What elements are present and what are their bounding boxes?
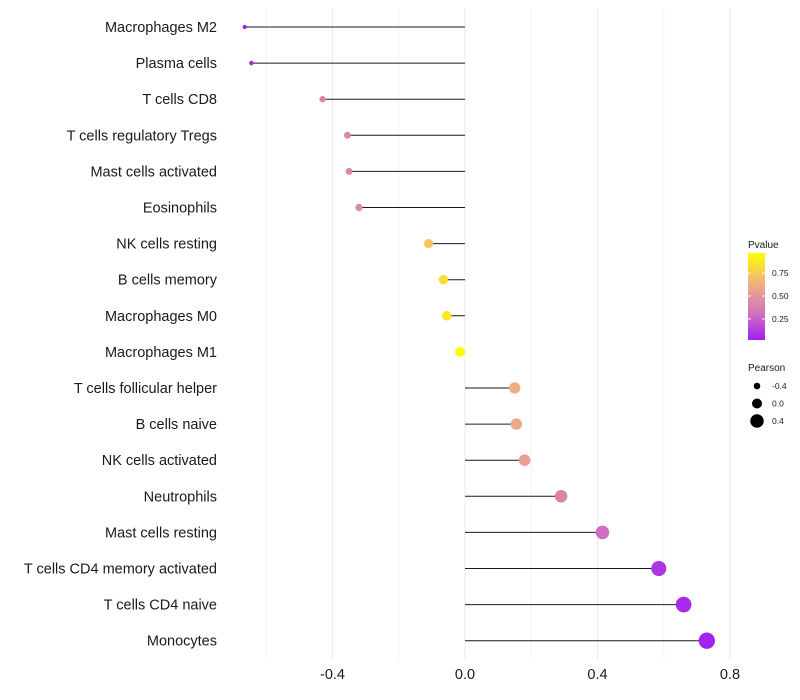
- data-point: [455, 346, 465, 357]
- stems: [244, 26, 707, 642]
- x-axis-ticks: -0.4 0.0 0.4 0.8: [320, 667, 740, 683]
- grid: [265, 8, 731, 660]
- category-label: NK cells activated: [102, 453, 217, 469]
- colorbar-tick-label: 0.25: [772, 314, 789, 324]
- data-point: [651, 560, 667, 577]
- category-label: NK cells resting: [116, 237, 217, 253]
- category-label: Mast cells resting: [105, 525, 217, 541]
- pearson-legend-title: Pearson: [748, 363, 785, 374]
- pearson-legend: Pearson -0.4 0.0 0.4: [748, 363, 787, 428]
- data-point: [509, 382, 521, 394]
- data-point: [355, 203, 363, 212]
- data-point: [249, 60, 254, 66]
- data-point: [424, 239, 434, 249]
- data-point: [343, 131, 351, 139]
- category-label: B cells naive: [136, 417, 217, 433]
- data-point: [510, 418, 523, 430]
- category-label: Monocytes: [147, 634, 217, 650]
- category-label: T cells CD8: [142, 92, 217, 108]
- size-legend-label: 0.0: [772, 399, 784, 409]
- data-point: [595, 525, 610, 540]
- category-label: T cells follicular helper: [74, 381, 217, 397]
- data-point: [518, 454, 531, 466]
- size-legend-dot: [753, 382, 761, 390]
- category-label: Plasma cells: [136, 56, 217, 72]
- x-tick-label: 0.0: [455, 667, 475, 683]
- x-tick-label: -0.4: [320, 667, 345, 683]
- size-legend-dot: [750, 414, 764, 428]
- data-point: [698, 632, 715, 649]
- size-legend-label: -0.4: [772, 381, 787, 391]
- category-label: T cells CD4 naive: [104, 598, 217, 614]
- data-point: [675, 596, 692, 613]
- x-tick-label: 0.4: [587, 667, 607, 683]
- category-label: T cells CD4 memory activated: [24, 562, 217, 578]
- category-label: Macrophages M0: [105, 309, 217, 325]
- points: [242, 24, 715, 649]
- category-label: Neutrophils: [144, 489, 217, 505]
- colorbar-tick-label: 0.50: [772, 291, 789, 301]
- x-tick-label: 0.8: [720, 667, 740, 683]
- data-point: [345, 167, 353, 175]
- size-legend-label: 0.4: [772, 416, 784, 426]
- category-label: Eosinophils: [143, 201, 217, 217]
- category-labels: Macrophages M2 Plasma cells T cells CD8 T c…: [24, 20, 218, 650]
- data-point: [319, 96, 326, 103]
- category-label: Macrophages M2: [105, 20, 217, 36]
- category-label: Macrophages M1: [105, 345, 217, 361]
- category-label: B cells memory: [118, 273, 218, 289]
- data-point: [242, 24, 247, 30]
- size-legend-dot: [751, 398, 763, 409]
- data-point: [438, 274, 449, 285]
- colorbar-tick-label: 0.75: [772, 268, 789, 278]
- category-label: Mast cells activated: [90, 164, 217, 180]
- data-point: [442, 311, 452, 321]
- category-label: T cells regulatory Tregs: [67, 128, 217, 144]
- pvalue-legend: Pvalue 0.25 0.50 0.75: [748, 240, 789, 340]
- pvalue-colorbar: [748, 253, 765, 340]
- pvalue-legend-title: Pvalue: [748, 240, 779, 251]
- data-point: [554, 490, 568, 503]
